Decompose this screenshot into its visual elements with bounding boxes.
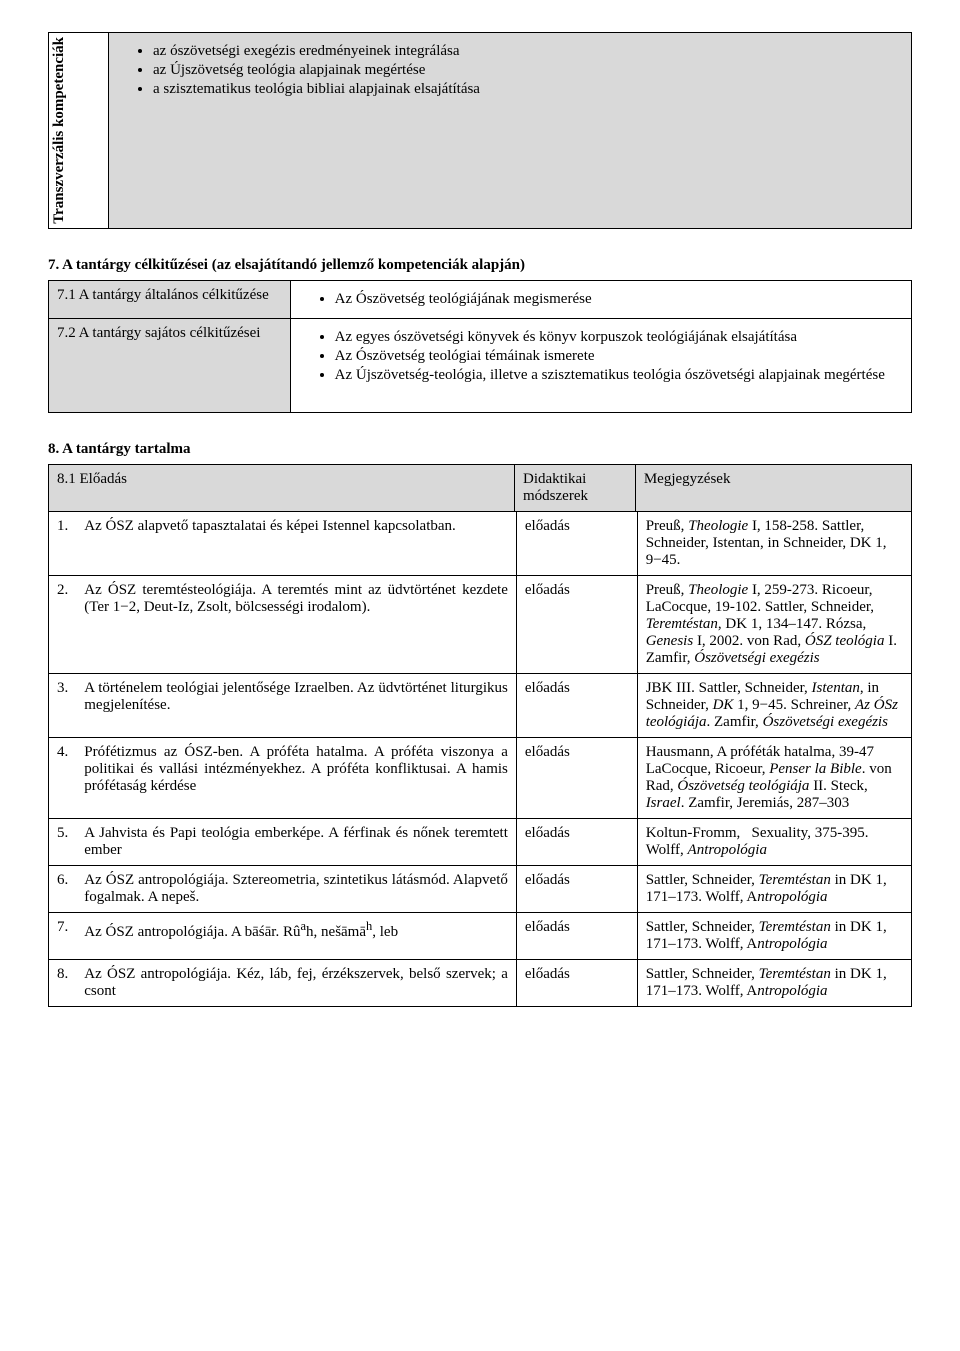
row-notes: Preuß, Theologie I, 158-258. Sattler, Sc…: [637, 512, 911, 576]
row-method: előadás: [516, 575, 637, 673]
row-method: előadás: [516, 673, 637, 737]
list-item: Az Ószövetség teológiájának megismerése: [335, 291, 903, 308]
obj-row-label: 7.2 A tantárgy sajátos célkitűzései: [49, 318, 291, 412]
section-8-title: 8. A tantárgy tartalma: [48, 441, 912, 458]
row-number: 1.: [49, 512, 77, 576]
row-method: előadás: [516, 512, 637, 576]
row-topic: Az ÓSZ antropológiája. A bāśār. Rûah, ne…: [76, 912, 516, 959]
row-number: 5.: [49, 818, 77, 865]
row-notes: Hausmann, A próféták hatalma, 39-47 LaCo…: [637, 737, 911, 818]
list-item: az ószövetségi exegézis eredményeinek in…: [153, 43, 903, 60]
list-item: az Újszövetség teológia alapjainak megér…: [153, 62, 903, 79]
col-header-method: Didaktikai módszerek: [515, 464, 636, 511]
row-topic: Az ÓSZ antropológiája. Sztereometria, sz…: [76, 865, 516, 912]
list-item: Az Ószövetség teológiai témáinak ismeret…: [335, 348, 903, 365]
row-method: előadás: [516, 818, 637, 865]
transversal-competencies-header: Transzverzális kompetenciák: [51, 37, 68, 224]
row-method: előadás: [516, 865, 637, 912]
row-number: 4.: [49, 737, 77, 818]
row-number: 7.: [49, 912, 77, 959]
row-notes: Koltun-Fromm, Sexuality, 375-395. Wolff,…: [637, 818, 911, 865]
row-notes: Sattler, Schneider, Teremtéstan in DK 1,…: [637, 865, 911, 912]
course-content-rows: 1.Az ÓSZ alapvető tapasztalatai és képei…: [48, 512, 912, 1007]
row-number: 6.: [49, 865, 77, 912]
obj-row-label: 7.1 A tantárgy általános célkitűzése: [49, 280, 291, 318]
row-topic: A történelem teológiai jelentősége Izrae…: [76, 673, 516, 737]
transversal-competencies-list: az ószövetségi exegézis eredményeinek in…: [117, 43, 903, 98]
row-method: előadás: [516, 737, 637, 818]
course-content-table: 8.1 Előadás Didaktikai módszerek Megjegy…: [48, 464, 912, 512]
obj-list: Az egyes ószövetségi könyvek és könyv ko…: [299, 329, 903, 384]
row-number: 3.: [49, 673, 77, 737]
list-item: Az egyes ószövetségi könyvek és könyv ko…: [335, 329, 903, 346]
col-header-topic: 8.1 Előadás: [49, 464, 515, 511]
row-topic: Az ÓSZ teremtésteológiája. A teremtés mi…: [76, 575, 516, 673]
list-item: Az Újszövetség-teológia, illetve a szisz…: [335, 367, 903, 384]
row-notes: Sattler, Schneider, Teremtéstan in DK 1,…: [637, 959, 911, 1006]
row-notes: Preuß, Theologie I, 259-273. Ricoeur, La…: [637, 575, 911, 673]
row-topic: Az ÓSZ alapvető tapasztalatai és képei I…: [76, 512, 516, 576]
row-method: előadás: [516, 912, 637, 959]
row-method: előadás: [516, 959, 637, 1006]
list-item: a szisztematikus teológia bibliai alapja…: [153, 81, 903, 98]
row-topic: A Jahvista és Papi teológia emberképe. A…: [76, 818, 516, 865]
obj-list: Az Ószövetség teológiájának megismerése: [299, 291, 903, 308]
row-number: 8.: [49, 959, 77, 1006]
row-notes: Sattler, Schneider, Teremtéstan in DK 1,…: [637, 912, 911, 959]
row-topic: Az ÓSZ antropológiája. Kéz, láb, fej, ér…: [76, 959, 516, 1006]
transversal-competencies-table: Transzverzális kompetenciák az ószövetsé…: [48, 32, 912, 229]
row-number: 2.: [49, 575, 77, 673]
section-7-title: 7. A tantárgy célkitűzései (az elsajátít…: [48, 257, 912, 274]
row-topic: Prófétizmus az ÓSZ-ben. A próféta hatalm…: [76, 737, 516, 818]
col-header-notes: Megjegyzések: [635, 464, 911, 511]
row-notes: JBK III. Sattler, Schneider, Istentan, i…: [637, 673, 911, 737]
objectives-table: 7.1 A tantárgy általános célkitűzése Az …: [48, 280, 912, 413]
